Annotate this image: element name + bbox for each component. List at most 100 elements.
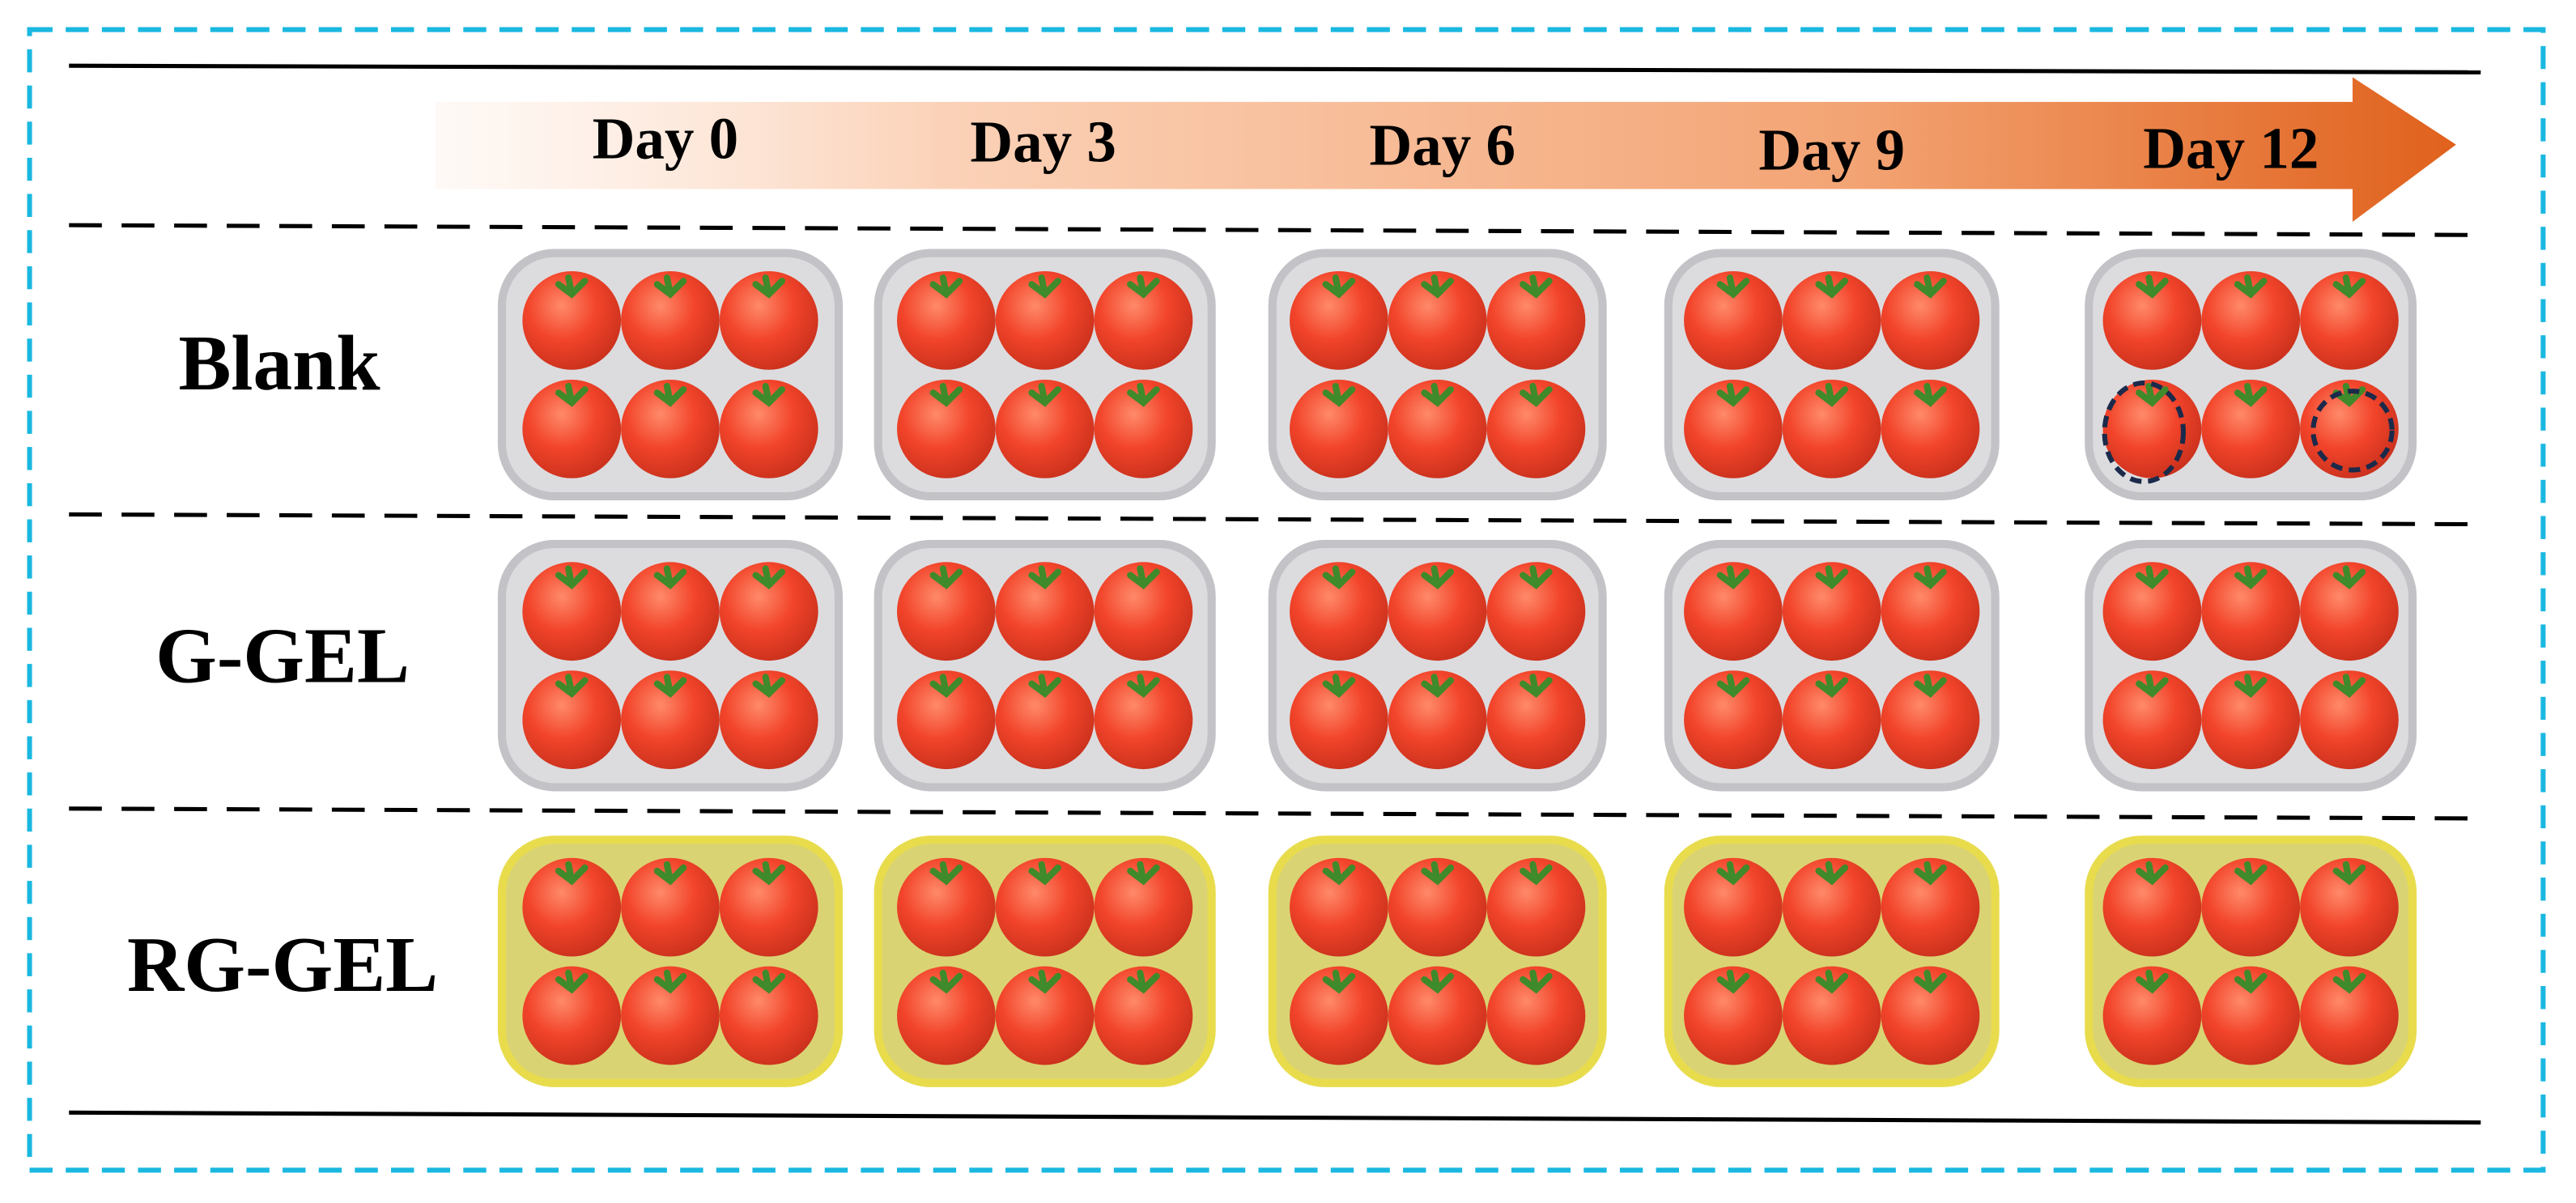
tomato-stem [1520,383,1553,407]
tomato [2300,966,2399,1065]
tomato-stem [1815,674,1849,699]
tomato [522,379,622,478]
tomato [1684,379,1783,478]
tomato-stem [1322,861,1356,886]
tomato [1388,857,1487,957]
tomato [995,670,1095,770]
tray-grid [497,249,2417,1087]
tomato-stem [1914,674,1947,699]
tomato [2201,670,2301,770]
tomato [1881,857,1980,957]
tomato [995,270,1095,370]
tomato-stem [555,383,589,407]
tomato-stem [929,861,963,886]
tomato [1684,270,1783,370]
tomato-stem [1421,861,1454,886]
tomato [719,379,818,478]
tomato [897,379,996,478]
tomato [1290,966,1388,1065]
tomato-stem [752,383,786,407]
tomato-stem [2136,565,2169,590]
tomato [995,379,1095,478]
tomato [1684,857,1783,957]
tomato [522,857,622,957]
tomato [2201,379,2301,478]
tomato [1881,670,1980,770]
tomato-stem [752,565,786,590]
tomato-stem [2136,674,2169,699]
tomato [2102,379,2202,478]
row-label: Blank [178,320,380,407]
tomato [1486,379,1586,478]
tomato [1684,562,1783,661]
decay-marker [2310,389,2395,473]
top-rule [69,63,2481,74]
tomato [1094,562,1193,661]
tomato-stem [2234,565,2268,590]
tomato [2300,562,2399,661]
day-label: Day 9 [1758,117,1905,183]
tomato-stem [1421,674,1454,699]
tomato-stem [929,383,963,407]
tomato [719,670,818,770]
tomato-stem [653,565,687,590]
tomato-stem [555,274,589,299]
tomato [1782,966,1881,1065]
tomato-stem [1127,674,1160,699]
tomato [1782,857,1881,957]
row-divider [69,806,2481,821]
tomato-stem [1520,274,1553,299]
tomato-stem [653,674,687,699]
tomato-stem [2332,969,2366,994]
tomato-stem [1127,969,1160,994]
tomato-stem [929,969,963,994]
tomato [897,562,996,661]
tomato [995,562,1095,661]
tomato [2300,857,2399,957]
tomato [2102,670,2202,770]
tomato-stem [1421,565,1454,590]
tomato-stem [1322,969,1356,994]
decay-marker [2102,380,2187,484]
tomato [2201,562,2301,661]
time-arrow [435,77,2456,223]
tomato [1388,562,1487,661]
tomato [2102,270,2202,370]
tomato-stem [2332,674,2366,699]
tomato [1486,670,1586,770]
tomato [1290,857,1388,957]
tomato-stem [1914,274,1947,299]
tomato [1684,966,1783,1065]
tomato [897,966,996,1065]
tomato [2102,857,2202,957]
tomato [1782,379,1881,478]
tomato-stem [1520,861,1553,886]
tomato [995,857,1095,957]
tomato [2102,966,2202,1065]
tomato-stem [555,861,589,886]
tomato [1388,379,1487,478]
tomato-stem [555,674,589,699]
tomato-stem [2234,383,2268,407]
tomato [621,966,720,1065]
tomato [1388,270,1487,370]
tomato [621,379,720,478]
tomato-stem [1421,274,1454,299]
tomato [1388,670,1487,770]
tomato-stem [1520,969,1553,994]
tomato [2201,966,2301,1065]
tomato-stem [1914,861,1947,886]
tomato-stem [1716,861,1750,886]
tomato-stem [1127,861,1160,886]
tomato [1782,270,1881,370]
tomato [1486,562,1586,661]
tomato-stem [2136,969,2169,994]
tomato [1094,670,1193,770]
tomato-stem [1127,565,1160,590]
frame-border [27,27,2546,1173]
tomato-stem [1520,565,1553,590]
tomato [719,562,818,661]
tomato [1881,966,1980,1065]
tomato-stem [1322,674,1356,699]
